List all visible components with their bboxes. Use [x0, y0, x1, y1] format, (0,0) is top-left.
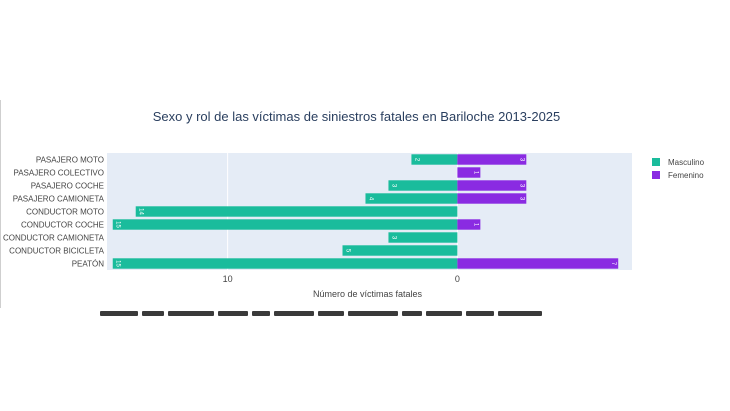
- x-tick-label: 10: [223, 274, 233, 284]
- bar-value-label: 5: [345, 249, 351, 253]
- cropped-text-fragment: [100, 304, 600, 316]
- y-tick-label: CONDUCTOR COCHE: [21, 221, 104, 230]
- legend-swatch-masculino: [652, 158, 660, 166]
- legend-swatch-femenino: [652, 171, 660, 179]
- y-tick-label: PASAJERO COLECTIVO: [13, 169, 104, 178]
- x-axis-label: Número de víctimas fatales: [313, 289, 423, 299]
- y-tick-label: PEATÓN: [72, 260, 105, 269]
- bar-value-label: 4: [367, 197, 373, 201]
- bar-value-label: 1: [472, 223, 478, 227]
- bar-masculino: [411, 154, 458, 165]
- bar-masculino: [388, 232, 458, 243]
- bar-femenino: [457, 154, 527, 165]
- bar-masculino: [112, 219, 458, 230]
- y-tick-label: PASAJERO MOTO: [36, 156, 104, 165]
- bar-value-label: 15: [115, 260, 121, 267]
- bar-masculino: [342, 245, 458, 256]
- bar-femenino: [457, 219, 481, 230]
- bar-masculino: [135, 206, 458, 217]
- bar-value-label: 7: [610, 262, 616, 266]
- bar-femenino: [457, 193, 527, 204]
- bar-value-label: 3: [518, 158, 524, 162]
- bar-value-label: 14: [138, 208, 144, 215]
- bar-femenino: [457, 258, 619, 269]
- y-tick-label: CONDUCTOR CAMIONETA: [3, 234, 105, 243]
- legend-label-masculino: Masculino: [668, 158, 705, 167]
- bar-femenino: [457, 167, 481, 178]
- bar-value-label: 2: [413, 158, 419, 162]
- y-tick-label: PASAJERO CAMIONETA: [13, 195, 105, 204]
- y-tick-label: PASAJERO COCHE: [31, 182, 104, 191]
- bar-masculino: [112, 258, 458, 269]
- bar-masculino: [365, 193, 458, 204]
- bar-value-label: 1: [472, 171, 478, 175]
- bar-value-label: 3: [390, 184, 396, 188]
- y-tick-label: CONDUCTOR MOTO: [26, 208, 104, 217]
- bar-value-label: 3: [518, 184, 524, 188]
- bar-femenino: [457, 180, 527, 191]
- legend-label-femenino: Femenino: [668, 171, 704, 180]
- bar-masculino: [388, 180, 458, 191]
- chart-title: Sexo y rol de las víctimas de siniestros…: [153, 109, 561, 124]
- y-tick-label: CONDUCTOR BICICLETA: [9, 247, 104, 256]
- bar-value-label: 15: [115, 221, 121, 228]
- left-border: [0, 100, 1, 308]
- bar-value-label: 3: [518, 197, 524, 201]
- x-tick-label: 0: [455, 274, 460, 284]
- bar-value-label: 3: [390, 236, 396, 240]
